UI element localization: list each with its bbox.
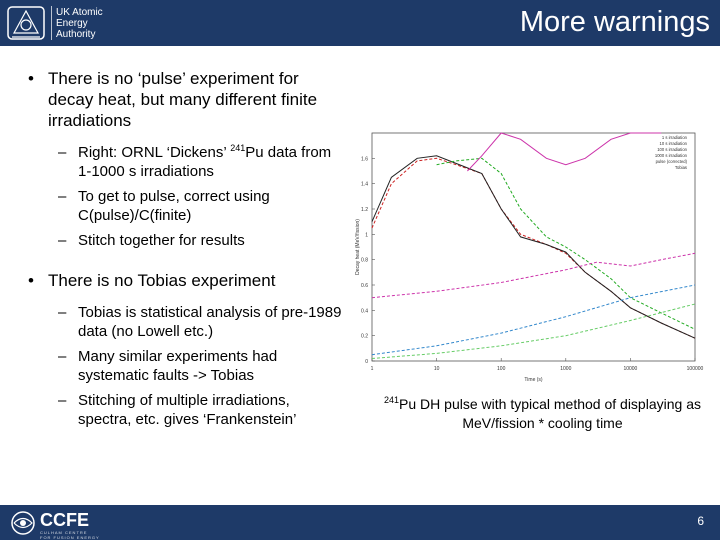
- y-tick-label: 0.8: [361, 258, 368, 264]
- sub-bullet-1-3: Stitch together for results: [28, 231, 343, 250]
- ccfe-text: CCFE: [40, 510, 89, 530]
- legend-entry: 1 s irradiation: [662, 135, 688, 140]
- ccfe-subtext: CULHAM CENTRE FOR FUSION ENERGY: [40, 530, 100, 540]
- x-tick-label: 10: [434, 366, 440, 372]
- footer-bar: CCFE CULHAM CENTRE FOR FUSION ENERGY 6: [0, 505, 720, 540]
- legend-entry: 100 s irradiation: [657, 147, 687, 152]
- sub-bullet-1-1-pre: Right: ORNL ‘Dickens’: [78, 144, 231, 161]
- decay-heat-chart: 0 0.2 0.4 0.6 0.8 1 1.2 1.4 1.6 1 10 100 1000 10000 10…: [355, 132, 704, 383]
- logo-divider: [51, 6, 52, 40]
- plot-frame: [371, 132, 696, 362]
- page-number: 6: [697, 514, 704, 528]
- legend-entry: Tobias: [675, 165, 687, 170]
- legend-entry: 1000 s irradiation: [655, 153, 688, 158]
- y-tick-label: 1.4: [361, 182, 368, 188]
- legend-entry: pulse (corrected): [656, 159, 688, 164]
- x-axis-label: Time (s): [524, 377, 542, 383]
- bullet-1: There is no ‘pulse’ experiment for decay…: [28, 68, 343, 131]
- ccfe-logo: CCFE CULHAM CENTRE FOR FUSION ENERGY: [10, 509, 100, 540]
- y-tick-label: 0.6: [361, 283, 368, 289]
- series-line: [436, 157, 696, 330]
- series-line: [371, 155, 696, 339]
- y-tick-label: 1: [365, 232, 368, 238]
- series-line: [371, 303, 696, 359]
- x-tick-label: 100000: [687, 366, 704, 372]
- sub-bullet-1-2: To get to pulse, correct using C(pulse)/…: [28, 187, 343, 225]
- x-tick-label: 1: [371, 366, 374, 372]
- series-line: [371, 157, 696, 339]
- x-tick-label: 1000: [560, 366, 571, 372]
- caption-superscript: 241: [384, 395, 400, 405]
- series-line: [371, 252, 696, 299]
- crest-icon: [7, 6, 45, 40]
- logo-text: UK Atomic Energy Authority: [56, 7, 103, 40]
- sub-bullet-1-1-post: Pu data from 1-1000 s irradiations: [78, 144, 332, 180]
- bullet-2: There is no Tobias experiment: [28, 270, 343, 291]
- y-axis-label: Decay heat (MeV/fission): [355, 219, 361, 275]
- isotope-superscript: 241: [230, 143, 246, 153]
- logo-line-2: Energy: [56, 18, 88, 29]
- sub-bullet-2-2: Many similar experiments had systematic …: [28, 347, 343, 385]
- header-bar: UK Atomic Energy Authority More warnings: [0, 0, 720, 46]
- x-tick-label: 10000: [623, 366, 637, 372]
- ukaea-logo: UK Atomic Energy Authority: [4, 3, 114, 43]
- logo-line-3: Authority: [56, 29, 96, 40]
- slide-title: More warnings: [519, 6, 710, 38]
- y-tick-label: 0: [365, 359, 368, 365]
- sub-bullet-2-3: Stitching of multiple irradiations, spec…: [28, 391, 343, 429]
- y-tick-label: 1.2: [361, 207, 368, 213]
- sub-bullet-1-1: Right: ORNL ‘Dickens’ 241Pu data from 1-…: [28, 143, 343, 181]
- bullet-list: There is no ‘pulse’ experiment for decay…: [28, 68, 343, 435]
- sub-bullet-2-1: Tobias is statistical analysis of pre-19…: [28, 303, 343, 341]
- y-tick-label: 1.6: [361, 156, 368, 162]
- series-line: [371, 284, 696, 356]
- x-tick-label: 100: [497, 366, 506, 372]
- logo-line-1: UK Atomic: [56, 7, 103, 18]
- y-tick-label: 0.2: [361, 334, 368, 340]
- ccfe-emblem-icon: [11, 511, 35, 535]
- series-line: [467, 132, 662, 172]
- caption-text: Pu DH pulse with typical method of displ…: [399, 396, 701, 431]
- legend-entry: 10 s irradiation: [660, 141, 688, 146]
- y-tick-label: 0.4: [361, 308, 368, 314]
- chart-caption: 241Pu DH pulse with typical method of di…: [370, 395, 715, 433]
